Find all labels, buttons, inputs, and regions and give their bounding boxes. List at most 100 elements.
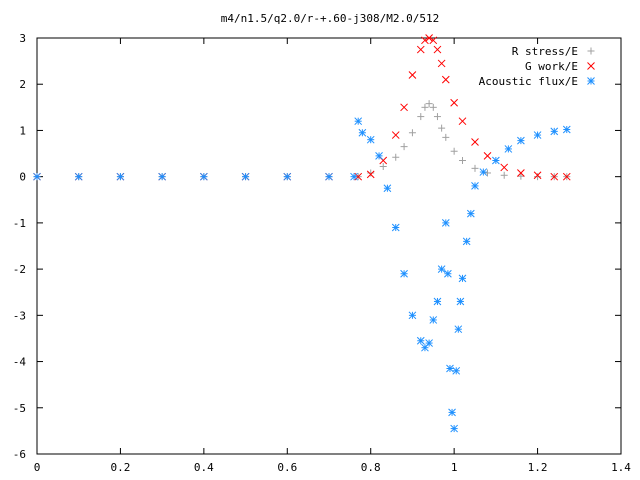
y-tick-label: -5 (13, 402, 26, 415)
x-tick-label: 0.8 (361, 461, 381, 474)
data-point (408, 311, 417, 320)
data-point (456, 297, 465, 306)
data-point (533, 171, 542, 180)
data-point (550, 127, 559, 136)
data-point (441, 219, 450, 227)
data-point (400, 143, 408, 151)
data-point (375, 152, 383, 160)
data-point (367, 169, 375, 177)
y-tick-label: -6 (13, 448, 26, 461)
data-point (452, 366, 461, 375)
data-point (458, 274, 467, 283)
data-point (241, 172, 250, 181)
data-point (450, 147, 458, 155)
y-tick-label: 3 (19, 32, 26, 45)
data-point (444, 269, 452, 278)
data-point (400, 269, 408, 278)
data-point (534, 173, 542, 181)
data-point (437, 265, 446, 273)
data-point (450, 424, 458, 433)
data-point (400, 103, 408, 112)
x-tick-label: 0.4 (194, 461, 214, 474)
data-point (517, 172, 525, 180)
data-point (379, 162, 387, 170)
legend-label: R stress/E (512, 45, 578, 58)
data-point (421, 36, 429, 45)
data-point (366, 170, 375, 179)
data-point (438, 124, 446, 132)
data-point (74, 172, 83, 181)
data-point (433, 45, 442, 54)
data-point (550, 172, 559, 181)
data-point (283, 172, 292, 181)
legend-marker (587, 47, 595, 55)
data-point (358, 128, 367, 137)
y-tick-label: 1 (19, 124, 26, 137)
data-point (158, 172, 166, 181)
data-point (354, 117, 363, 126)
data-point (33, 172, 41, 181)
legend-label: G work/E (525, 60, 578, 73)
data-point (483, 152, 492, 160)
data-point (116, 172, 125, 181)
x-tick-label: 0 (34, 461, 41, 474)
y-tick-label: -1 (13, 217, 26, 230)
data-point (517, 169, 525, 177)
data-point (433, 113, 441, 121)
data-point (391, 223, 400, 232)
data-point (441, 75, 450, 84)
data-point (429, 316, 438, 324)
series-2 (33, 117, 571, 433)
data-point (429, 36, 438, 45)
data-point (417, 113, 425, 121)
data-point (458, 156, 466, 164)
data-point (454, 325, 463, 334)
data-point (462, 237, 471, 246)
data-point (429, 103, 437, 111)
data-point (350, 172, 358, 181)
y-tick-label: 0 (19, 171, 26, 184)
data-point (421, 103, 429, 111)
data-point (517, 136, 525, 145)
x-tick-label: 1.4 (611, 461, 631, 474)
series-layer (33, 34, 571, 433)
data-point (500, 163, 509, 172)
data-point (458, 117, 467, 126)
data-point (416, 336, 425, 345)
data-point (383, 184, 392, 193)
data-point (448, 408, 456, 417)
legend: R stress/E G work/E Acoustic flux/E (479, 45, 595, 88)
data-point (442, 133, 450, 141)
data-point (200, 172, 208, 181)
plot-frame (36, 37, 622, 455)
data-point (450, 98, 458, 107)
data-point (408, 129, 416, 137)
x-tick-label: 1.2 (528, 461, 548, 474)
data-point (416, 45, 425, 54)
data-point (500, 171, 508, 179)
y-tick-label: -3 (13, 309, 26, 322)
data-point (562, 172, 571, 181)
legend-marker (587, 77, 595, 85)
y-tick-label: 2 (19, 78, 26, 91)
y-tick-label: -4 (13, 356, 27, 369)
chart-title: m4/n1.5/q2.0/r-+.60-j308/M2.0/512 (221, 12, 440, 25)
y-tick-label: -2 (13, 263, 26, 276)
data-point (425, 100, 433, 108)
data-point (425, 34, 433, 42)
data-point (471, 164, 479, 172)
data-point (425, 339, 433, 347)
data-point (408, 71, 417, 79)
data-point (504, 145, 513, 153)
data-point (391, 131, 400, 139)
data-point (471, 138, 479, 146)
data-point (392, 153, 400, 161)
x-tick-label: 0.2 (110, 461, 130, 474)
y-axis: -6 -5 -4 -3 -2 -1 0 1 2 3 (13, 32, 621, 461)
data-point (484, 169, 492, 177)
legend-label: Acoustic flux/E (479, 75, 578, 88)
data-point (466, 209, 475, 218)
data-point (479, 168, 488, 176)
series-0 (33, 100, 571, 181)
